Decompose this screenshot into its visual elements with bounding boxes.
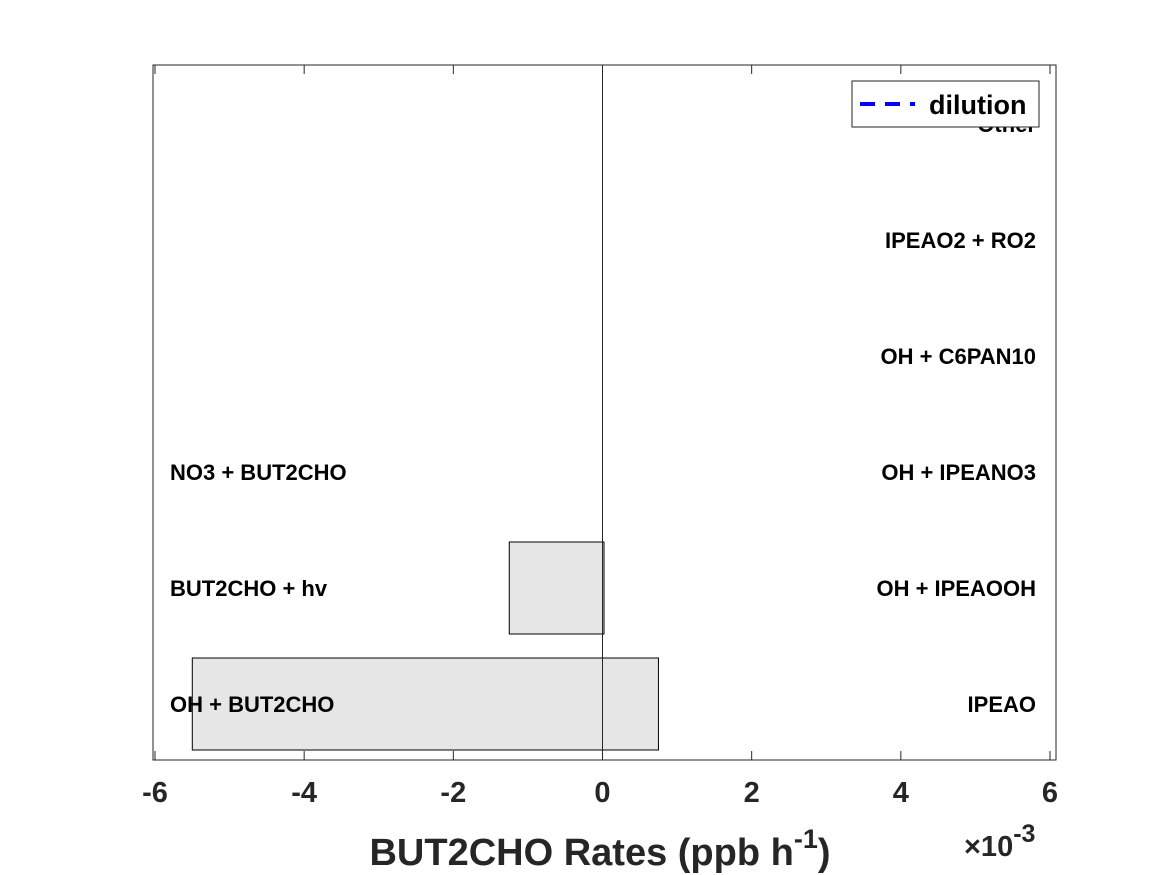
x-axis-exponent: ×10-3 [964, 820, 1035, 863]
legend-dilution-label: dilution [929, 90, 1026, 120]
plot-area [152, 64, 1057, 761]
x-axis-exponent-base: ×10 [964, 831, 1013, 863]
production-label-3: OH + C6PAN10 [881, 344, 1036, 369]
bar-labels: IPEAO OH + BUT2CHO OH + IPEAOOH BUT2CHO + h… [170, 112, 1036, 717]
production-label-4: IPEAO2 + RO2 [885, 228, 1036, 253]
x-axis-title: BUT2CHO Rates (ppb h-1) [369, 824, 830, 874]
x-tick-label-1: -4 [291, 777, 317, 809]
bars-layer [191, 541, 659, 751]
x-tick-label-6: 6 [1042, 777, 1058, 809]
loss-label-1: BUT2CHO + hv [170, 576, 328, 601]
x-tick-label-0: -6 [142, 777, 168, 809]
x-tick-label-3: 0 [594, 777, 610, 809]
legend: dilution [851, 80, 1040, 128]
x-axis-title-close: ) [818, 832, 831, 874]
x-axis-title-main: BUT2CHO Rates (ppb h [369, 832, 793, 874]
loss-label-0: OH + BUT2CHO [170, 692, 334, 717]
bar-row-0 [191, 657, 659, 751]
x-tick-label-2: -2 [440, 777, 466, 809]
x-tick-label-4: 2 [744, 777, 760, 809]
x-axis-title-superscript: -1 [794, 824, 818, 854]
x-ticks: -6 -4 -2 0 2 4 6 [142, 65, 1058, 809]
production-label-0: IPEAO [968, 692, 1036, 717]
x-axis-exponent-superscript: -3 [1013, 820, 1035, 848]
bar-row-1 [508, 541, 605, 635]
x-tick-label-5: 4 [893, 777, 909, 809]
production-label-1: OH + IPEAOOH [876, 576, 1036, 601]
legend-box [851, 80, 1040, 128]
production-label-2: OH + IPEANO3 [881, 460, 1036, 485]
loss-label-2: NO3 + BUT2CHO [170, 460, 347, 485]
